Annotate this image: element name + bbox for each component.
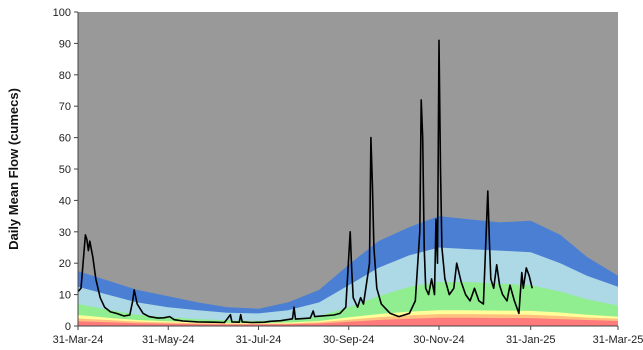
- y-tick-label: 90: [59, 38, 71, 50]
- x-tick-label: 30-Sep-24: [323, 334, 374, 346]
- y-tick-label: 80: [59, 70, 71, 82]
- y-tick-labels: 0 10 20 30 40 50 60 70 80 90 100: [53, 7, 71, 333]
- y-tick-label: 70: [59, 101, 71, 113]
- x-tick-label: 30-Nov-24: [413, 334, 464, 346]
- y-tick-label: 40: [59, 195, 71, 207]
- x-tick-label: 31-Mar-25: [593, 334, 643, 346]
- x-tick-labels: 31-Mar-24 31-May-24 31-Jul-24 30-Sep-24 30-N…: [53, 334, 643, 346]
- y-tick-label: 50: [59, 164, 71, 176]
- y-tick-label: 30: [59, 227, 71, 239]
- x-tick-label: 31-Jan-25: [506, 334, 556, 346]
- y-tick-label: 100: [53, 7, 71, 19]
- y-tick-label: 60: [59, 133, 71, 145]
- y-tick-label: 20: [59, 258, 71, 270]
- x-tick-label: 31-Mar-24: [53, 334, 104, 346]
- flow-band-6: [78, 317, 618, 326]
- axes: [74, 11, 619, 330]
- daily-flow-line: [77, 39, 533, 324]
- flow-line: [77, 39, 533, 324]
- x-tick-label: 31-Jul-24: [236, 334, 282, 346]
- y-tick-label: 10: [59, 290, 71, 302]
- y-tick-label: 0: [65, 321, 71, 333]
- y-axis-title: Daily Mean Flow (cumecs): [6, 88, 21, 250]
- x-tick-label: 31-May-24: [142, 334, 195, 346]
